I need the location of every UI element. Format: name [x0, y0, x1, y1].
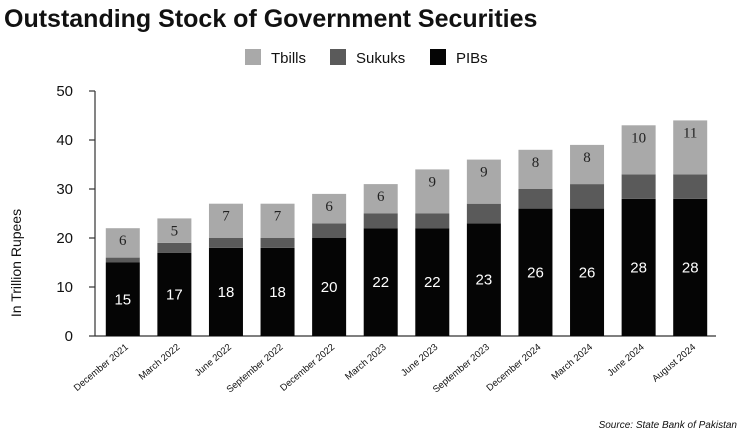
- value-labels: 15 6 17 5 18 7 18 7 20 6 22 6 22 9 23 9 26 8 26 8 28 10 28 11: [114, 125, 698, 308]
- y-axis-label: In Trillion Rupees: [8, 209, 24, 317]
- bar-tbills-3: [208, 203, 243, 238]
- bar-tbills-1: [105, 228, 140, 258]
- x-tick-label: June 2023: [399, 342, 440, 379]
- bar-sukuks-12: [673, 174, 708, 199]
- legend: Tbills Sukuks PIBs: [245, 49, 488, 67]
- x-tick-label: September 2023: [431, 342, 492, 396]
- data-label-tbills: 6: [325, 199, 333, 215]
- bar-pibs-11: [621, 198, 656, 336]
- bar-tbills-12: [673, 120, 708, 175]
- bar-sukuks-9: [518, 189, 553, 209]
- data-label-pibs: 23: [476, 272, 493, 289]
- bar-sukuks-1: [105, 257, 140, 263]
- data-label-tbills: 7: [222, 209, 230, 225]
- x-tick-label: December 2022: [278, 342, 337, 394]
- bar-pibs-7: [415, 228, 450, 336]
- axes: 0 10 20 30 40 50: [56, 83, 716, 345]
- bar-sukuks-4: [260, 238, 295, 248]
- bar-pibs-1: [105, 262, 140, 336]
- data-label-pibs: 17: [166, 286, 183, 303]
- data-label-tbills: 9: [429, 174, 437, 190]
- bar-tbills-5: [312, 193, 347, 224]
- bar-sukuks-6: [363, 213, 398, 229]
- bar-tbills-7: [415, 169, 450, 214]
- bar-sukuks-2: [157, 242, 192, 253]
- data-label-pibs: 26: [579, 264, 596, 281]
- bar-sukuks-3: [208, 238, 243, 248]
- data-label-tbills: 7: [274, 209, 282, 225]
- bar-pibs-9: [518, 208, 553, 336]
- data-label-tbills: 9: [480, 165, 488, 181]
- data-label-pibs: 22: [372, 274, 389, 291]
- bar-pibs-10: [570, 208, 605, 336]
- legend-label-tbills: Tbills: [271, 50, 306, 67]
- data-label-pibs: 18: [218, 284, 235, 301]
- chart-title: Outstanding Stock of Government Securiti…: [4, 5, 537, 33]
- data-label-tbills: 11: [683, 125, 697, 141]
- bar-sukuks-10: [570, 184, 605, 209]
- data-label-pibs: 18: [269, 284, 286, 301]
- y-tick-label: 10: [56, 279, 73, 296]
- x-tick-label: September 2022: [225, 342, 286, 396]
- bar-sukuks-5: [312, 223, 347, 238]
- bar-tbills-9: [518, 149, 553, 189]
- y-tick-label: 20: [56, 230, 73, 247]
- legend-swatch-sukuks: [330, 49, 346, 65]
- y-tick-label: 30: [56, 181, 73, 198]
- bar-tbills-4: [260, 203, 295, 238]
- data-label-pibs: 26: [527, 264, 544, 281]
- data-label-tbills: 6: [119, 233, 127, 249]
- x-tick-label: December 2021: [72, 342, 131, 394]
- data-label-pibs: 28: [682, 259, 699, 276]
- bar-tbills-11: [621, 125, 656, 175]
- bar-sukuks-11: [621, 174, 656, 199]
- bars: [105, 120, 708, 336]
- y-tick-label: 50: [56, 83, 73, 100]
- y-tick-label: 40: [56, 132, 73, 149]
- bar-pibs-5: [312, 238, 347, 336]
- data-label-tbills: 6: [377, 189, 385, 205]
- bar-pibs-6: [363, 228, 398, 336]
- bar-pibs-12: [673, 198, 708, 336]
- bar-pibs-2: [157, 252, 192, 336]
- x-tick-label: March 2024: [549, 342, 595, 383]
- bar-sukuks-8: [466, 203, 501, 224]
- legend-label-sukuks: Sukuks: [356, 50, 405, 67]
- bar-pibs-8: [466, 223, 501, 336]
- x-tick-label: March 2022: [137, 342, 183, 383]
- data-label-tbills: 8: [532, 155, 540, 171]
- data-label-pibs: 15: [114, 291, 131, 308]
- data-label-tbills: 10: [631, 130, 646, 146]
- x-tick-label: March 2023: [343, 342, 389, 383]
- bar-pibs-4: [260, 247, 295, 336]
- bar-tbills-6: [363, 184, 398, 214]
- x-tick-label: June 2022: [193, 342, 234, 379]
- source-note: Source: State Bank of Pakistan: [599, 420, 738, 431]
- bar-pibs-3: [208, 247, 243, 336]
- category-labels: December 2021 March 2022 June 2022Septembe…: [72, 342, 698, 396]
- data-label-tbills: 5: [171, 223, 179, 239]
- data-label-pibs: 22: [424, 274, 441, 291]
- bar-tbills-8: [466, 159, 501, 204]
- data-label-tbills: 8: [583, 150, 591, 166]
- legend-label-pibs: PIBs: [456, 50, 488, 67]
- bar-tbills-2: [157, 218, 192, 243]
- bar-sukuks-7: [415, 213, 450, 229]
- x-tick-label: June 2024: [605, 342, 646, 379]
- y-tick-label: 0: [65, 328, 73, 345]
- bar-tbills-10: [570, 144, 605, 185]
- legend-swatch-tbills: [245, 49, 261, 65]
- data-label-pibs: 20: [321, 279, 338, 296]
- x-tick-label: December 2024: [485, 342, 544, 394]
- x-tick-label: August 2024: [650, 342, 698, 385]
- data-label-pibs: 28: [630, 259, 647, 276]
- legend-swatch-pibs: [430, 49, 446, 65]
